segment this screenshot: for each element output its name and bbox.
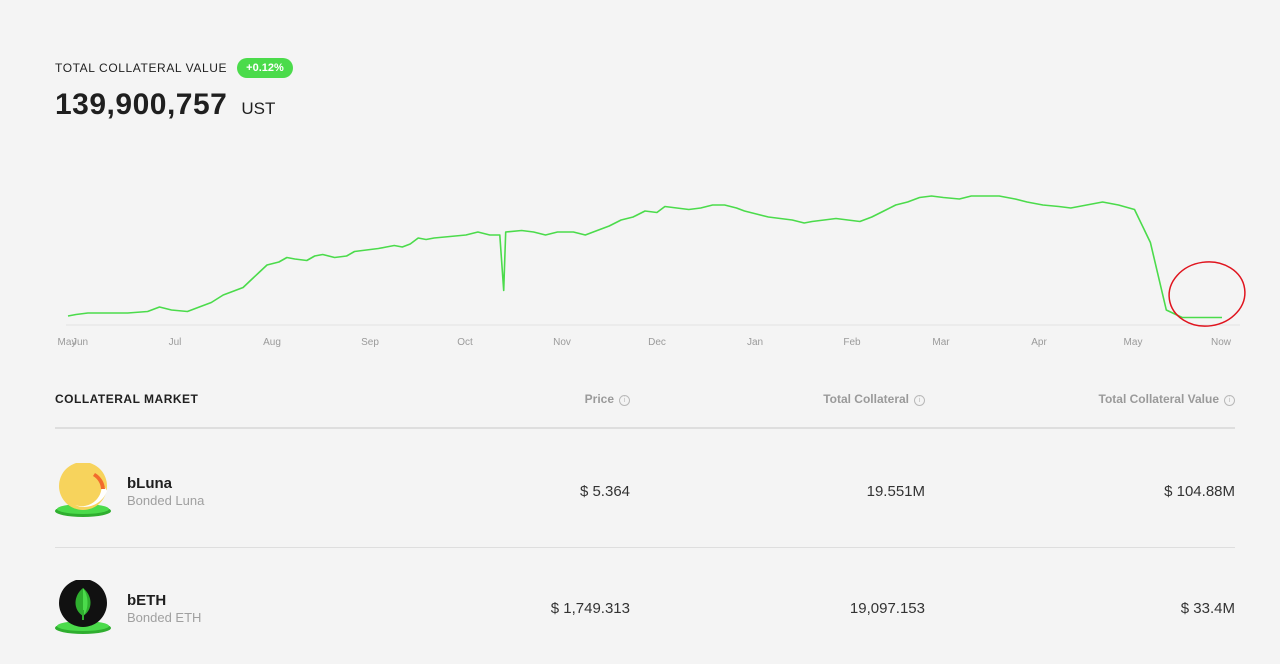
total-collateral-value-cell: $ 33.4M (1180, 600, 1235, 617)
info-icon[interactable]: i (914, 395, 925, 406)
price-cell: $ 1,749.313 (550, 600, 630, 617)
x-tick-label: Jun (72, 337, 88, 348)
series-line (67, 195, 1222, 319)
x-tick-label: Now (1211, 337, 1232, 348)
price-cell: $ 5.364 (579, 483, 630, 500)
table-row[interactable]: bETH Bonded ETH $ 1,749.313 19,097.153 $… (55, 546, 1235, 664)
x-tick-label: May (1124, 337, 1143, 348)
info-icon[interactable]: i (619, 395, 630, 406)
x-tick-label: Mar (932, 337, 950, 348)
x-tick-label: Sep (361, 337, 379, 348)
x-tick-label: May (58, 337, 77, 348)
asset-symbol: bETH (127, 592, 167, 609)
total-collateral-header-label: Total Collateral (823, 392, 909, 406)
x-tick-label: Dec (648, 337, 666, 348)
total-collateral-column-header[interactable]: Total Collateral i (823, 392, 925, 406)
total-collateral-value-header-label: Total Collateral Value (1098, 392, 1219, 406)
x-tick-label: Oct (457, 337, 473, 348)
table-row[interactable]: bLuna Bonded Luna $ 5.364 19.551M $ 104.… (55, 429, 1235, 547)
asset-name: Bonded Luna (127, 493, 205, 508)
change-badge: +0.12% (237, 58, 293, 78)
row-divider (55, 547, 1235, 548)
x-tick-label: Nov (553, 337, 571, 348)
total-collateral-value: 139,900,757 (55, 88, 228, 121)
asset-symbol: bLuna (127, 475, 172, 492)
value-unit: UST (241, 99, 276, 118)
collateral-market-header: COLLATERAL MARKET Price i Total Collatera… (55, 392, 1235, 408)
x-tick-label: Aug (263, 337, 281, 348)
total-collateral-title: TOTAL COLLATERAL VALUE (55, 61, 228, 75)
x-tick-label: Jan (747, 337, 763, 348)
price-header-label: Price (584, 392, 614, 406)
highlight-circle-annotation (1168, 261, 1246, 327)
price-column-header[interactable]: Price i (585, 392, 630, 406)
info-icon[interactable]: i (1224, 395, 1235, 406)
total-collateral-value-column-header[interactable]: Total Collateral Value i (1099, 392, 1235, 406)
bluna-token-icon (55, 463, 111, 517)
beth-token-icon (55, 580, 111, 634)
total-collateral-cell: 19,097.153 (849, 600, 925, 617)
total-collateral-value-cell: $ 104.88M (1164, 483, 1235, 500)
table-header-divider (55, 427, 1235, 429)
asset-name: Bonded ETH (127, 610, 202, 625)
x-tick-label: Jul (169, 337, 182, 348)
collateral-header: TOTAL COLLATERAL VALUE +0.12% 139,900,75… (55, 58, 293, 122)
x-tick-label: Apr (1031, 337, 1047, 348)
x-tick-label: Feb (843, 337, 861, 348)
total-collateral-cell: 19.551M (866, 483, 925, 500)
collateral-market-title: COLLATERAL MARKET (55, 392, 199, 406)
